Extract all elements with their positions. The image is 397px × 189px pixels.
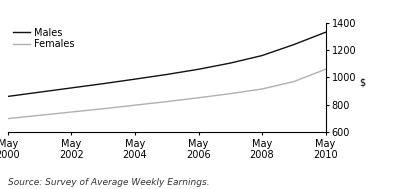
Line: Females: Females bbox=[8, 69, 326, 119]
Males bbox=[6, 95, 10, 98]
Males bbox=[260, 54, 264, 57]
Females bbox=[164, 101, 169, 103]
Females bbox=[133, 104, 137, 106]
Text: Source: Survey of Average Weekly Earnings.: Source: Survey of Average Weekly Earning… bbox=[8, 178, 210, 187]
Males bbox=[133, 78, 137, 80]
Legend: Males, Females: Males, Females bbox=[13, 28, 75, 49]
Males bbox=[228, 62, 233, 64]
Females bbox=[6, 118, 10, 120]
Y-axis label: $: $ bbox=[359, 77, 365, 88]
Line: Males: Males bbox=[8, 32, 326, 96]
Females bbox=[101, 108, 106, 110]
Females bbox=[260, 88, 264, 90]
Males bbox=[291, 43, 296, 46]
Males bbox=[101, 83, 106, 85]
Females bbox=[69, 111, 74, 113]
Females bbox=[37, 114, 42, 116]
Males bbox=[196, 68, 201, 70]
Females bbox=[323, 68, 328, 70]
Females bbox=[291, 81, 296, 83]
Females bbox=[196, 97, 201, 99]
Males bbox=[69, 87, 74, 89]
Females bbox=[228, 93, 233, 95]
Males bbox=[323, 31, 328, 33]
Males bbox=[37, 91, 42, 93]
Males bbox=[164, 73, 169, 76]
